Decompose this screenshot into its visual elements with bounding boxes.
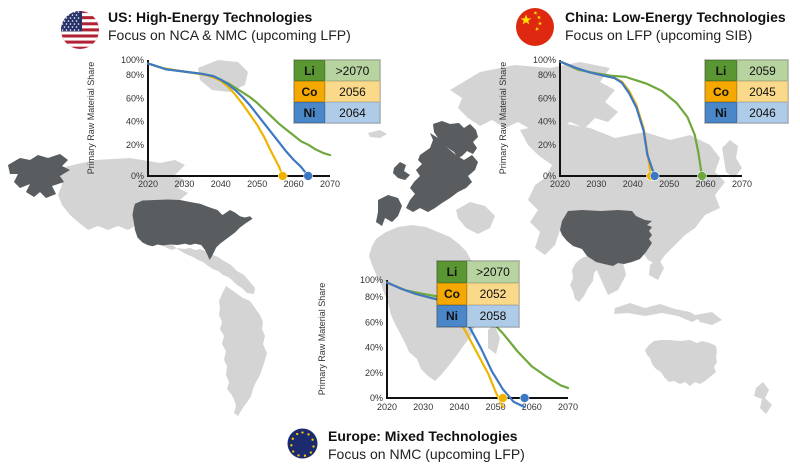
svg-text:2020: 2020 <box>550 179 570 189</box>
svg-text:2020: 2020 <box>138 179 158 189</box>
svg-text:2030: 2030 <box>413 402 433 412</box>
svg-text:60%: 60% <box>126 93 144 103</box>
svg-text:Primary Raw Material Share: Primary Raw Material Share <box>317 283 327 396</box>
svg-text:Primary Raw Material Share: Primary Raw Material Share <box>498 62 508 175</box>
svg-text:2030: 2030 <box>586 179 606 189</box>
svg-text:20%: 20% <box>126 140 144 150</box>
svg-text:60%: 60% <box>365 317 383 327</box>
svg-text:2070: 2070 <box>558 402 578 412</box>
svg-text:100%: 100% <box>533 55 556 65</box>
svg-text:20%: 20% <box>538 140 556 150</box>
svg-text:40%: 40% <box>126 117 144 127</box>
svg-text:100%: 100% <box>121 55 144 65</box>
svg-text:Primary Raw Material Share: Primary Raw Material Share <box>86 62 96 175</box>
svg-text:2040: 2040 <box>623 179 643 189</box>
svg-text:2040: 2040 <box>449 402 469 412</box>
svg-text:2070: 2070 <box>732 179 752 189</box>
svg-text:60%: 60% <box>538 93 556 103</box>
svg-text:100%: 100% <box>360 275 383 285</box>
svg-text:20%: 20% <box>365 368 383 378</box>
svg-text:2020: 2020 <box>377 402 397 412</box>
svg-text:80%: 80% <box>126 70 144 80</box>
svg-text:2070: 2070 <box>320 179 340 189</box>
svg-text:2060: 2060 <box>284 179 304 189</box>
svg-text:2050: 2050 <box>659 179 679 189</box>
svg-text:40%: 40% <box>365 343 383 353</box>
svg-text:80%: 80% <box>538 70 556 80</box>
svg-text:40%: 40% <box>538 117 556 127</box>
svg-text:2030: 2030 <box>174 179 194 189</box>
svg-text:2050: 2050 <box>247 179 267 189</box>
svg-text:2060: 2060 <box>696 179 716 189</box>
svg-text:80%: 80% <box>365 292 383 302</box>
svg-text:2040: 2040 <box>211 179 231 189</box>
